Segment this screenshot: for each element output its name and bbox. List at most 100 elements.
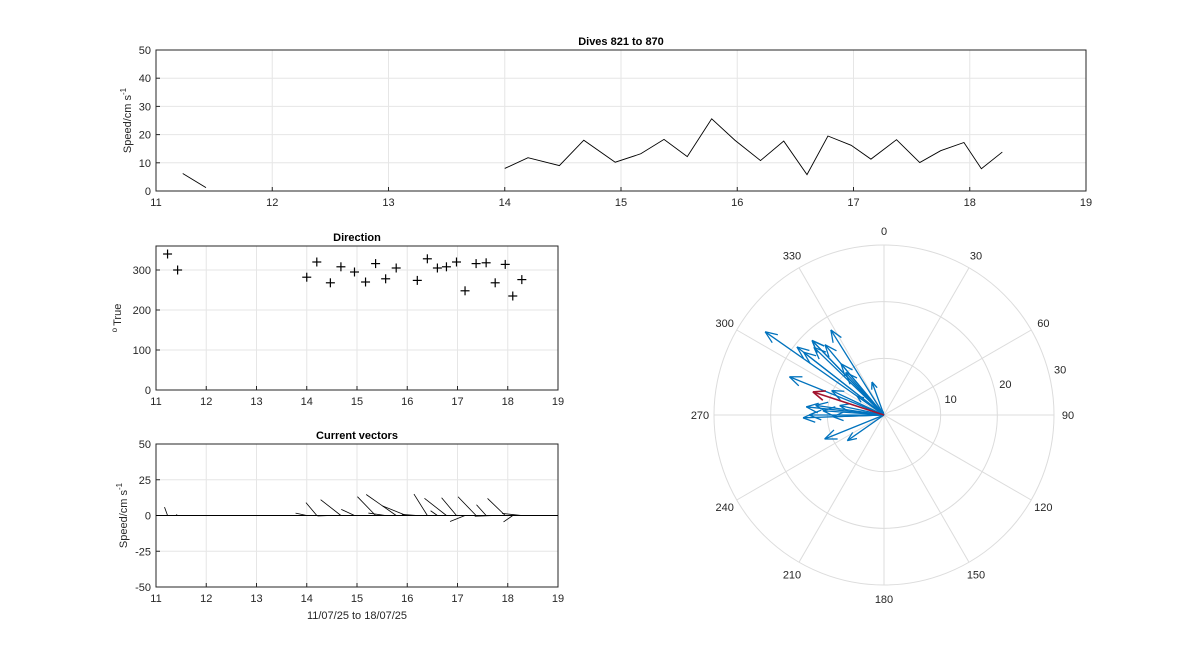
compass-arrow bbox=[846, 414, 885, 442]
y-tick-label: -50 bbox=[135, 582, 151, 594]
current-vector bbox=[175, 514, 178, 516]
y-axis-label-sup: -1 bbox=[119, 87, 128, 95]
compass-arrow bbox=[802, 411, 885, 423]
compass-arrow bbox=[796, 346, 885, 416]
x-tick-label: 17 bbox=[847, 197, 859, 209]
direction-point bbox=[441, 262, 451, 272]
angle-tick-label: 120 bbox=[1034, 502, 1052, 514]
y-tick-label: 200 bbox=[133, 305, 151, 317]
x-tick-label: 16 bbox=[731, 197, 743, 209]
y-tick-label: 30 bbox=[139, 101, 151, 113]
x-tick-label: 17 bbox=[451, 396, 463, 408]
direction-point bbox=[371, 259, 381, 269]
direction-point bbox=[451, 257, 461, 267]
y-axis-label-main: True bbox=[112, 304, 124, 326]
y-axis-label-sup: -1 bbox=[115, 482, 124, 490]
y-axis-label: Speed/cm s-1 bbox=[119, 87, 134, 153]
x-tick-label: 11 bbox=[150, 593, 161, 605]
angular-gridline bbox=[883, 329, 1032, 416]
direction-point bbox=[381, 274, 391, 284]
chart-title: Direction bbox=[333, 232, 381, 244]
angular-gridline bbox=[798, 414, 885, 563]
direction-panel: 11 12 13 14 15 16 17 18 19 0 100 200 300 Direction oTr… bbox=[110, 232, 564, 408]
angular-gridline bbox=[736, 414, 885, 501]
current-vector bbox=[320, 499, 342, 516]
direction-point bbox=[163, 249, 173, 259]
compass-panel: 0 30 60 90 120 150 180 210 240 270 300 330 10 20 30 bbox=[691, 226, 1074, 606]
angle-tick-label: 210 bbox=[783, 569, 801, 581]
x-tick-label: 14 bbox=[301, 396, 313, 408]
angle-tick-label: 150 bbox=[967, 569, 985, 581]
x-tick-label: 13 bbox=[250, 396, 262, 408]
y-axis-label: Speed/cm s-1 bbox=[115, 482, 130, 548]
x-tick-label: 19 bbox=[1080, 197, 1092, 209]
angle-tick-label: 300 bbox=[715, 318, 733, 330]
direction-point bbox=[325, 278, 335, 288]
y-tick-label: 0 bbox=[145, 511, 151, 523]
x-tick-label: 12 bbox=[200, 396, 212, 408]
current-vector bbox=[441, 497, 457, 516]
y-tick-label: 0 bbox=[145, 186, 151, 198]
chart-title: Current vectors bbox=[316, 430, 398, 442]
current-vector bbox=[476, 504, 487, 516]
compass-arrow bbox=[788, 376, 885, 416]
direction-point bbox=[508, 291, 518, 301]
compass-arrow bbox=[830, 329, 885, 416]
direction-point bbox=[500, 259, 510, 269]
angular-gridline bbox=[798, 267, 885, 416]
speed-series-line bbox=[182, 173, 207, 189]
x-tick-label: 13 bbox=[250, 593, 262, 605]
angle-tick-label: 240 bbox=[715, 502, 733, 514]
current-vector bbox=[164, 507, 168, 516]
y-axis-label-degree: o bbox=[110, 327, 119, 332]
current-vector bbox=[401, 514, 418, 516]
compass-arrow bbox=[813, 346, 885, 416]
radial-tick-label: 20 bbox=[999, 379, 1011, 391]
direction-point bbox=[336, 262, 346, 272]
direction-point bbox=[302, 272, 312, 282]
y-tick-label: 0 bbox=[145, 385, 151, 397]
x-tick-label: 12 bbox=[200, 593, 212, 605]
x-tick-label: 19 bbox=[552, 396, 564, 408]
mean-vector-arrow bbox=[812, 390, 885, 416]
current-vector bbox=[424, 498, 447, 516]
y-tick-label: 10 bbox=[139, 158, 151, 170]
radial-tick-label: 30 bbox=[1054, 364, 1066, 376]
speed-series-line bbox=[504, 118, 1003, 176]
direction-point bbox=[312, 257, 322, 267]
direction-point bbox=[422, 254, 432, 264]
direction-point bbox=[391, 263, 401, 273]
current-vector bbox=[503, 515, 514, 523]
chart-title: Dives 821 to 870 bbox=[578, 36, 664, 48]
compass-arrow bbox=[871, 381, 885, 416]
direction-point bbox=[517, 275, 527, 285]
x-tick-label: 13 bbox=[382, 197, 394, 209]
y-axis-label: oTrue bbox=[110, 304, 124, 333]
y-tick-label: 50 bbox=[139, 439, 151, 451]
current-vector bbox=[449, 515, 466, 522]
current-vector bbox=[305, 502, 318, 516]
x-tick-label: 11 bbox=[150, 396, 161, 408]
current-vectors-panel: 11 12 13 14 15 16 17 18 19 -50 -25 0 25 50 Current vec… bbox=[115, 430, 564, 622]
direction-point bbox=[173, 265, 183, 275]
angle-tick-label: 0 bbox=[881, 226, 887, 238]
direction-point bbox=[490, 278, 500, 288]
direction-point bbox=[412, 275, 422, 285]
current-vector bbox=[368, 512, 386, 516]
x-tick-label: 18 bbox=[502, 396, 514, 408]
y-tick-label: 50 bbox=[139, 45, 151, 57]
compass-arrow bbox=[805, 402, 885, 416]
y-tick-label: -25 bbox=[135, 546, 151, 558]
gridlines bbox=[156, 246, 558, 390]
angle-tick-label: 60 bbox=[1037, 318, 1049, 330]
current-vector bbox=[502, 513, 522, 516]
x-axis-label: 11/07/25 to 18/07/25 bbox=[307, 610, 407, 622]
angular-gridline bbox=[883, 414, 1032, 501]
angular-gridline bbox=[883, 267, 970, 416]
current-vector bbox=[487, 498, 506, 516]
current-vector bbox=[365, 494, 397, 516]
angle-tick-label: 330 bbox=[783, 251, 801, 263]
y-tick-label: 100 bbox=[133, 345, 151, 357]
x-tick-label: 15 bbox=[615, 197, 627, 209]
x-tick-label: 18 bbox=[964, 197, 976, 209]
